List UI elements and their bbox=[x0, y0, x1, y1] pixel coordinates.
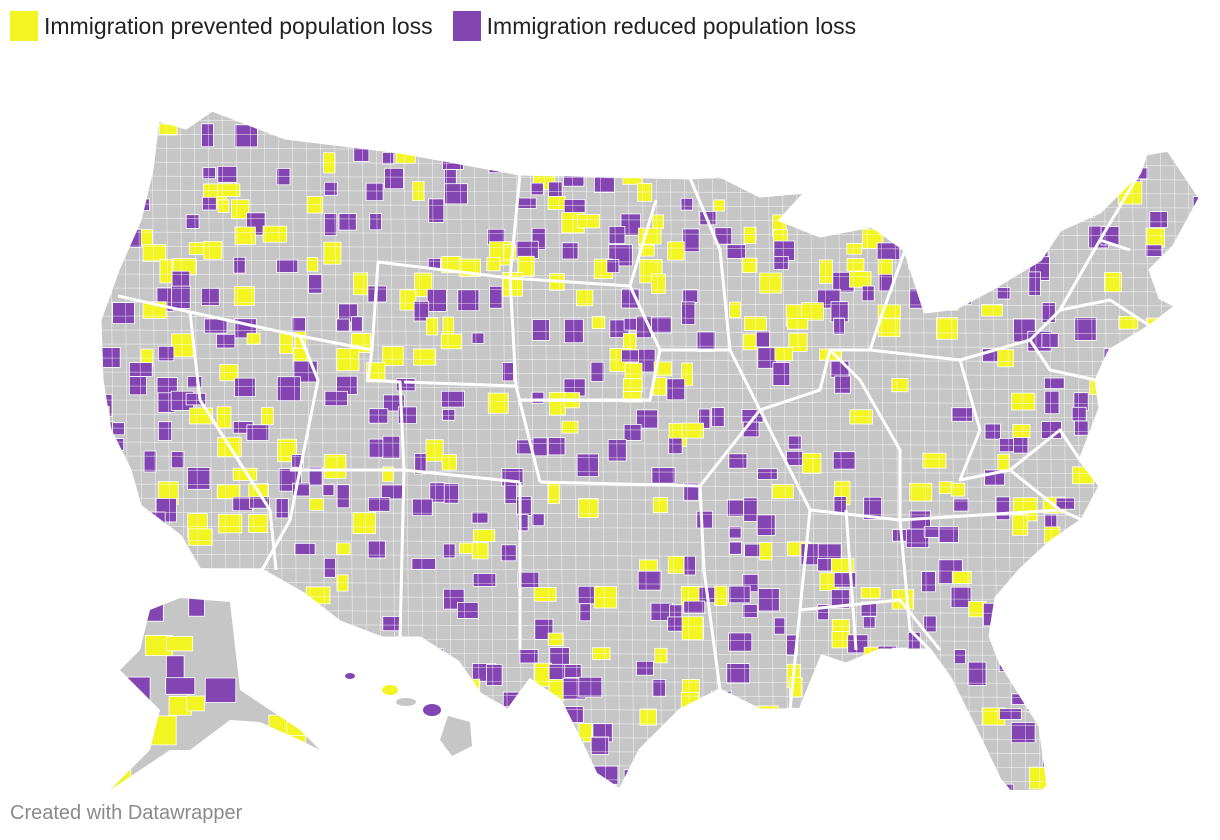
alaska-region bbox=[110, 598, 320, 790]
state-borders bbox=[98, 108, 1202, 790]
datawrapper-credit: Created with Datawrapper bbox=[10, 802, 243, 824]
hawaii-region bbox=[345, 673, 472, 756]
legend: Immigration prevented population loss Im… bbox=[10, 10, 876, 42]
legend-swatch-purple bbox=[452, 11, 481, 41]
legend-item-prevented: Immigration prevented population loss bbox=[10, 11, 433, 41]
legend-label-prevented: Immigration prevented population loss bbox=[44, 12, 433, 39]
legend-item-reduced: Immigration reduced population loss bbox=[452, 11, 857, 41]
legend-swatch-yellow bbox=[10, 11, 38, 41]
us-county-map bbox=[0, 50, 1220, 790]
legend-label-reduced: Immigration reduced population loss bbox=[486, 12, 857, 39]
map-svg bbox=[98, 108, 1202, 790]
